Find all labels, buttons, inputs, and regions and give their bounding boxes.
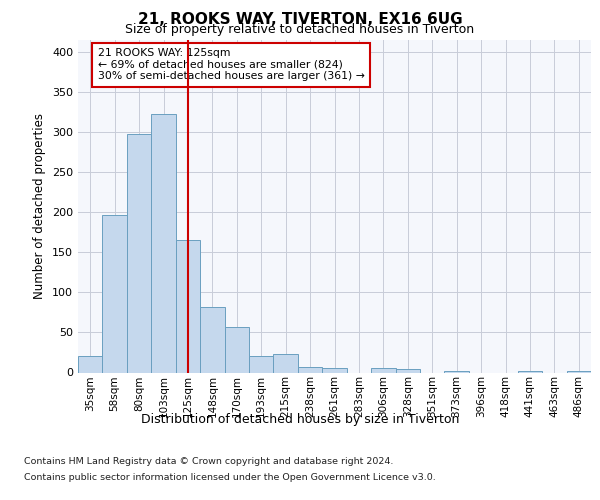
Bar (274, 354, 298, 372)
Text: Contains public sector information licensed under the Open Government Licence v3: Contains public sector information licen… (24, 472, 436, 482)
Bar (78, 356, 103, 372)
Bar (445, 371, 469, 372)
Text: Contains HM Land Registry data © Crown copyright and database right 2024.: Contains HM Land Registry data © Crown c… (24, 458, 394, 466)
Bar (103, 214, 127, 372)
Bar (127, 134, 151, 372)
Bar (249, 356, 274, 372)
Bar (200, 307, 224, 372)
Text: 21, ROOKS WAY, TIVERTON, EX16 6UG: 21, ROOKS WAY, TIVERTON, EX16 6UG (137, 12, 463, 28)
Text: Distribution of detached houses by size in Tiverton: Distribution of detached houses by size … (141, 412, 459, 426)
Bar (224, 327, 249, 372)
Text: Size of property relative to detached houses in Tiverton: Size of property relative to detached ho… (125, 24, 475, 36)
Bar (298, 367, 322, 372)
Bar (566, 371, 591, 372)
Bar (322, 368, 347, 372)
Bar (176, 240, 200, 372)
Bar (395, 370, 420, 372)
Bar (151, 114, 176, 372)
Bar (518, 371, 542, 372)
Text: 21 ROOKS WAY: 125sqm
← 69% of detached houses are smaller (824)
30% of semi-deta: 21 ROOKS WAY: 125sqm ← 69% of detached h… (98, 48, 364, 81)
Y-axis label: Number of detached properties: Number of detached properties (34, 114, 46, 299)
Bar (371, 368, 395, 372)
